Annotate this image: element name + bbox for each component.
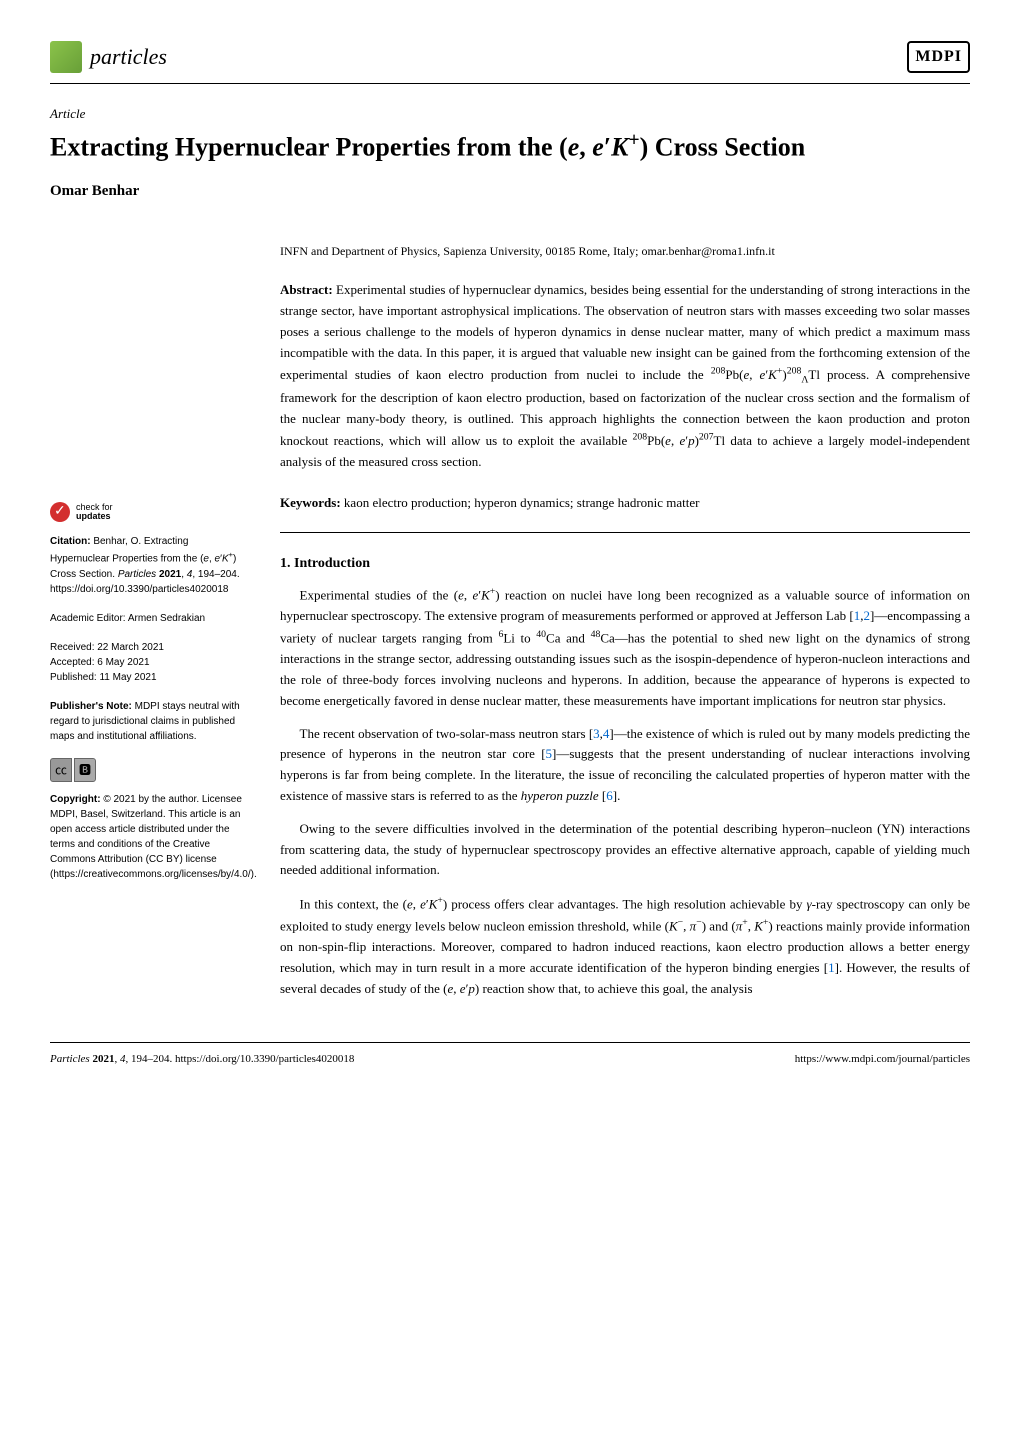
dates-block: Received: 22 March 2021 Accepted: 6 May …	[50, 640, 250, 685]
abstract-divider	[280, 532, 970, 533]
publishers-note: Publisher's Note: MDPI stays neutral wit…	[50, 699, 250, 744]
footer-right: https://www.mdpi.com/journal/particles	[795, 1051, 970, 1068]
cc-badge: ㏄ 🅱	[50, 758, 250, 782]
copyright-block: Copyright: © 2021 by the author. License…	[50, 792, 250, 882]
intro-p2: The recent observation of two-solar-mass…	[280, 724, 970, 807]
check-line2: updates	[76, 511, 111, 521]
article-title: Extracting Hypernuclear Properties from …	[50, 128, 970, 164]
journal-logo-icon	[50, 41, 82, 73]
by-icon: 🅱	[74, 758, 96, 782]
page-footer: Particles 2021, 4, 194–204. https://doi.…	[50, 1042, 970, 1068]
check-line1: check for	[76, 502, 113, 512]
header-divider	[50, 83, 970, 84]
abstract-label: Abstract:	[280, 282, 333, 297]
check-icon	[50, 502, 70, 522]
intro-p3: Owing to the severe difficulties involve…	[280, 819, 970, 881]
affiliation: INFN and Departnent of Physics, Sapienza…	[280, 242, 970, 260]
keywords-text: kaon electro production; hyperon dynamic…	[344, 495, 700, 510]
publisher-logo: MDPI	[907, 41, 970, 73]
section-1-title: 1. Introduction	[280, 553, 970, 574]
keywords: Keywords: kaon electro production; hyper…	[280, 493, 970, 513]
editor-block: Academic Editor: Armen Sedrakian	[50, 611, 250, 626]
check-updates-text: check for updates	[76, 503, 113, 523]
accepted-date: Accepted: 6 May 2021	[50, 655, 250, 670]
page-header: particles MDPI	[50, 40, 970, 73]
check-updates-badge[interactable]: check for updates	[50, 502, 250, 522]
received-date: Received: 22 March 2021	[50, 640, 250, 655]
intro-p4: In this context, the (e, e′K+) process o…	[280, 893, 970, 1000]
intro-p1: Experimental studies of the (e, e′K+) re…	[280, 584, 970, 711]
footer-left: Particles 2021, 4, 194–204. https://doi.…	[50, 1051, 354, 1068]
article-type: Article	[50, 104, 970, 124]
journal-name: particles	[90, 40, 167, 73]
abstract: Abstract: Experimental studies of hypern…	[280, 280, 970, 472]
abstract-text: Experimental studies of hypernuclear dyn…	[280, 282, 970, 468]
main-content: INFN and Departnent of Physics, Sapienza…	[280, 242, 970, 1011]
journal-logo-block: particles	[50, 40, 167, 73]
main-layout: check for updates Citation: Benhar, O. E…	[50, 242, 970, 1011]
cc-icon: ㏄	[50, 758, 72, 782]
article-author: Omar Benhar	[50, 180, 970, 203]
citation-block: Citation: Benhar, O. Extracting Hypernuc…	[50, 534, 250, 596]
sidebar: check for updates Citation: Benhar, O. E…	[50, 242, 250, 1011]
keywords-label: Keywords:	[280, 495, 341, 510]
published-date: Published: 11 May 2021	[50, 670, 250, 685]
